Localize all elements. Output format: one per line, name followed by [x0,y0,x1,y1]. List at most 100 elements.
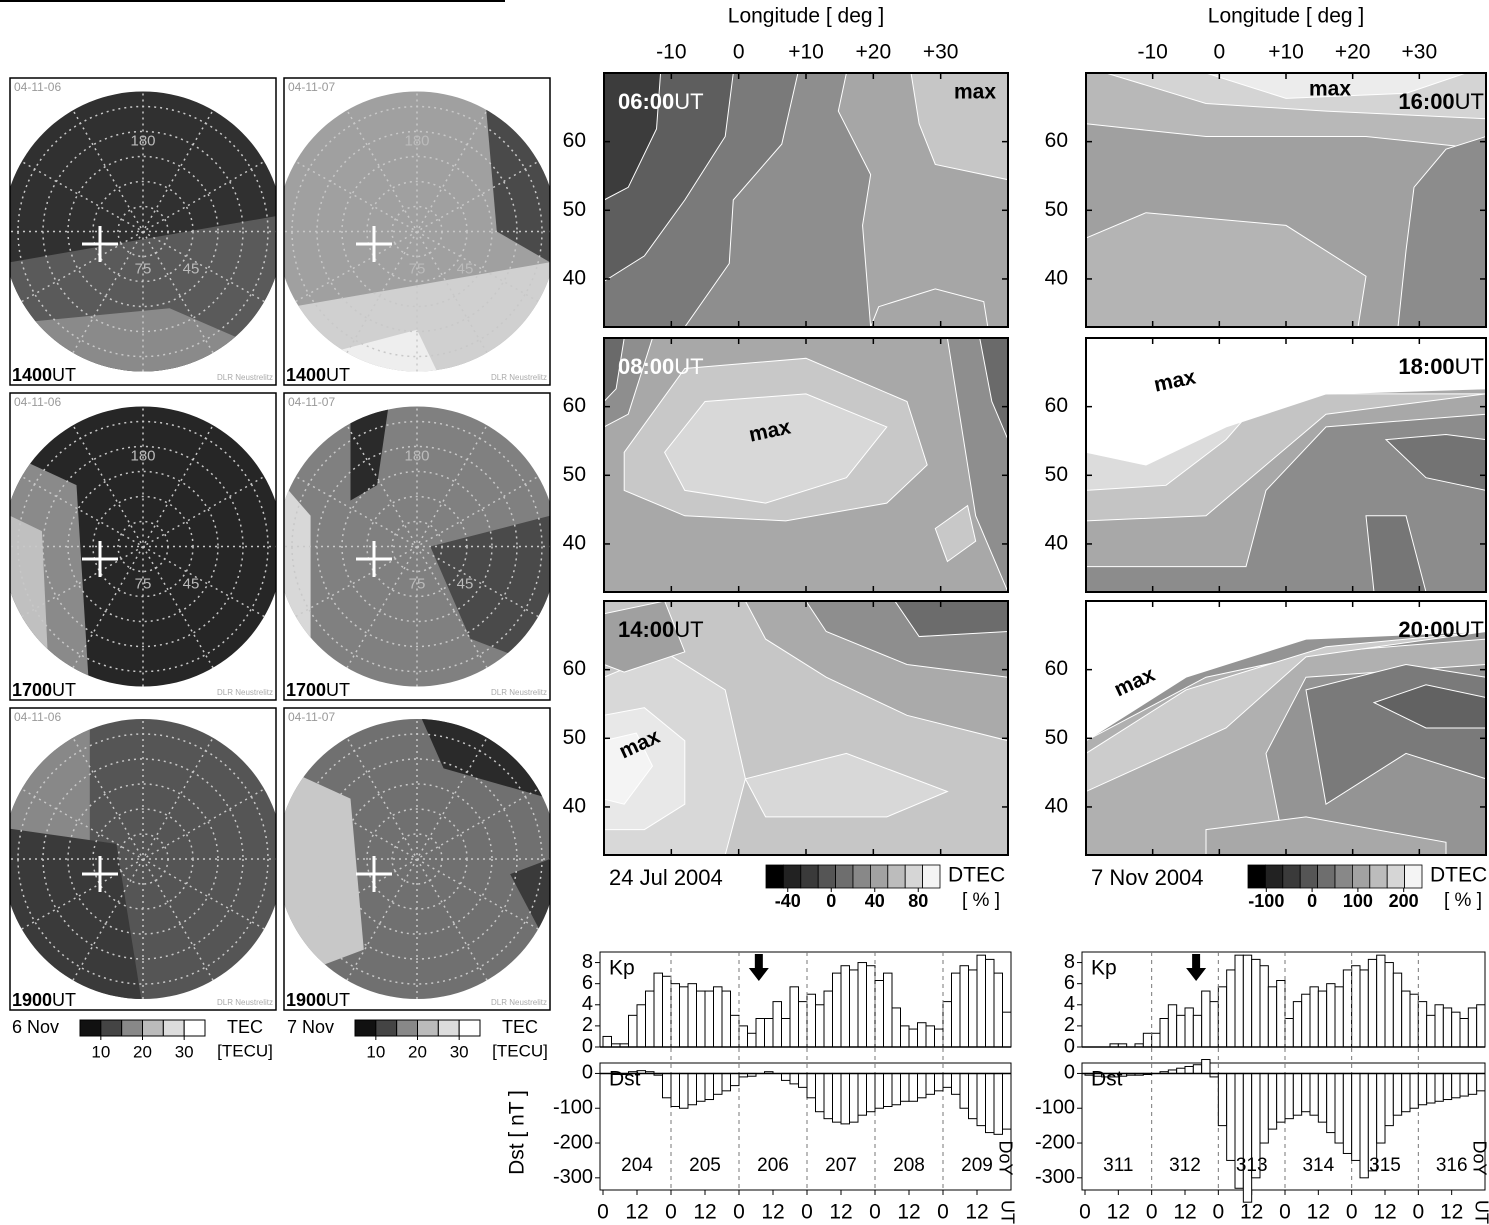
colorbar-cell [417,1019,439,1037]
colorbar-cell [887,864,906,889]
map-time-value: 1700 [286,680,326,700]
contour-level [1086,601,1486,742]
bar [721,1072,731,1092]
y-tick-label: 40 [563,794,586,817]
bar [1259,965,1269,1048]
bar [866,1072,876,1113]
x-tick-label: 12 [1307,1201,1330,1224]
bar [704,990,714,1048]
panel-time-value: 18:00 [1398,354,1454,379]
colorbar-label: TEC [502,1017,538,1037]
y-tick-label: 0 [582,1035,593,1057]
map-frame [283,392,551,701]
y-tick-label: 60 [1045,129,1068,152]
colorbar-cell [765,864,784,889]
bar [1192,1064,1203,1074]
map-credit: DLR Neustrelitz [217,688,273,697]
x-tick-label: 12 [625,1201,648,1224]
bar [1226,1072,1236,1161]
event-arrow [748,954,769,981]
colorbar-tick-label: 100 [1343,891,1373,911]
map-grid-label: 75 [409,260,426,277]
map-meridian [12,470,274,623]
map-date: 04-11-06 [14,395,61,409]
map-time-value: 1900 [286,990,326,1010]
bar [951,972,961,1048]
bar [653,972,663,1048]
colorbar-label: TEC [227,1017,263,1037]
map-frame [9,707,277,1011]
x-tick-label: -10 [656,41,686,64]
x-tick-label: 12 [965,1201,988,1224]
y-tick-label: 60 [1045,657,1068,680]
bar [645,990,655,1048]
bar [687,1072,697,1106]
y-tick-label: 6 [1064,972,1075,994]
colorbar-cell [375,1019,398,1037]
bar [1417,1072,1428,1106]
bar [832,972,842,1048]
colorbar-cell [183,1019,206,1037]
map-grid [67,783,219,935]
colorbar-cell [354,1019,377,1037]
colorbar-tick-label: 10 [366,1042,385,1061]
map-grid-label: 75 [135,260,152,277]
colorbar-cell [437,1019,460,1037]
legend-date: 6 Nov [12,1017,59,1037]
bar [925,1025,935,1048]
contour-level [1086,338,1486,466]
panel-time: 18:00UT [1398,354,1484,379]
bar [662,975,672,1048]
bar [1467,1072,1478,1095]
panel-time: 14:00UT [618,617,704,642]
y-tick-label: -200 [553,1131,593,1153]
colorbar-tick-label: 200 [1389,891,1419,911]
bar [1351,1072,1361,1161]
map-grid-label: 45 [183,260,200,277]
bar [1459,1018,1469,1048]
y-tick-label: -100 [1035,1097,1075,1119]
bar [1292,1072,1303,1116]
map-time-unit: UT [326,680,350,700]
bar [1292,1001,1303,1048]
bar [1267,1072,1278,1130]
contour-level [664,393,888,504]
y-tick-label: 50 [563,726,586,749]
bar [815,1004,825,1048]
map-grid [67,470,219,623]
bar [1376,1072,1386,1144]
contour-field [1086,338,1486,592]
bar [1442,1007,1453,1048]
map-shade [350,406,391,501]
panel-time-unit: UT [674,354,703,379]
panel-time-value: 06:00 [618,89,674,114]
bar [806,1072,816,1099]
map-grid-label: 75 [135,575,152,592]
y-tick-label: 50 [1045,198,1068,221]
bar [934,1072,944,1092]
x-tick-label: 12 [1107,1201,1130,1224]
bar [1217,986,1228,1048]
day-label: 311 [1103,1155,1133,1176]
x-tick-label: +10 [1268,41,1304,64]
bar [1276,980,1286,1048]
bar [934,1028,944,1048]
bar [1334,986,1344,1048]
bar [738,1025,748,1048]
colorbar-cell [1282,864,1301,889]
contour-level [1365,515,1427,592]
colorbar-unit: [TECU] [492,1041,548,1060]
bar [908,1072,918,1102]
map-shade [284,768,364,980]
map-image [10,719,276,999]
contour-field [604,601,1008,855]
bar [900,1072,910,1102]
bar [891,1007,901,1048]
map-grid-label: 45 [183,575,200,592]
x-tick-label: 12 [693,1201,716,1224]
bar [917,1022,927,1048]
bar [1442,1072,1453,1101]
bar [951,1072,961,1095]
bar [1284,1018,1294,1048]
colorbar-tick-label: -40 [775,891,801,911]
